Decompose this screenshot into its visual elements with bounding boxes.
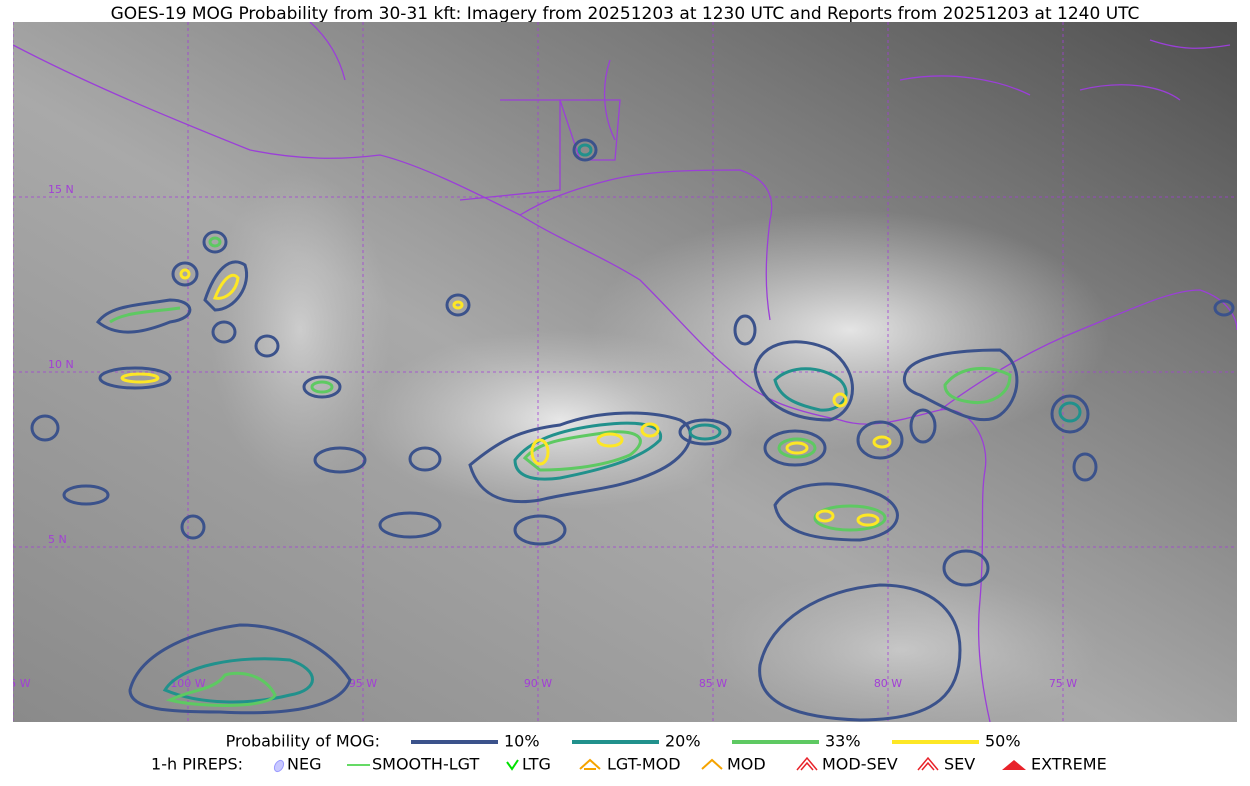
- grid: [13, 22, 1237, 722]
- legend-label: LGT-MOD: [607, 755, 681, 774]
- geo-labels: 15 N 10 N 5 N 105 W 100 W 95 W 90 W 85 W 80 W 75 …: [0, 183, 1077, 690]
- lon-label: 80 W: [874, 677, 902, 690]
- lon-label: 75 W: [1049, 677, 1077, 690]
- legend-label: EXTREME: [1031, 755, 1107, 774]
- lon-label: 105 W: [0, 677, 31, 690]
- lon-label: 95 W: [349, 677, 377, 690]
- legend-label: LTG: [522, 755, 551, 774]
- lon-label: 90 W: [524, 677, 552, 690]
- legend-label: 20%: [665, 732, 701, 751]
- legend-label: SEV: [944, 755, 975, 774]
- map: 15 N 10 N 5 N 105 W 100 W 95 W 90 W 85 W 80 W 75 …: [0, 22, 1237, 722]
- legend-title: 1-h PIREPS:: [151, 755, 243, 774]
- legend-label: MOD: [727, 755, 766, 774]
- legend-title: Probability of MOG:: [226, 732, 380, 751]
- contours: [30, 138, 1235, 722]
- title: GOES-19 MOG Probability from 30-31 kft: …: [111, 4, 1140, 24]
- cloud: [360, 330, 760, 510]
- cloud: [700, 570, 1100, 722]
- lat-label: 5 N: [48, 533, 67, 546]
- lon-label: 100 W: [170, 677, 205, 690]
- legend-label: MOD-SEV: [822, 755, 898, 774]
- legend-label: SMOOTH-LGT: [372, 755, 479, 774]
- lat-label: 15 N: [48, 183, 74, 196]
- pirep-icons: [273, 756, 1026, 773]
- legend-label: 33%: [825, 732, 861, 751]
- cloud: [210, 170, 390, 490]
- legend-label: 10%: [504, 732, 540, 751]
- lat-label: 10 N: [48, 358, 74, 371]
- legend: Probability of MOG: 10% 20% 33% 50% 1-h PIR…: [151, 732, 1107, 774]
- legend-label: 50%: [985, 732, 1021, 751]
- lon-label: 85 W: [699, 677, 727, 690]
- legend-label: NEG: [287, 755, 321, 774]
